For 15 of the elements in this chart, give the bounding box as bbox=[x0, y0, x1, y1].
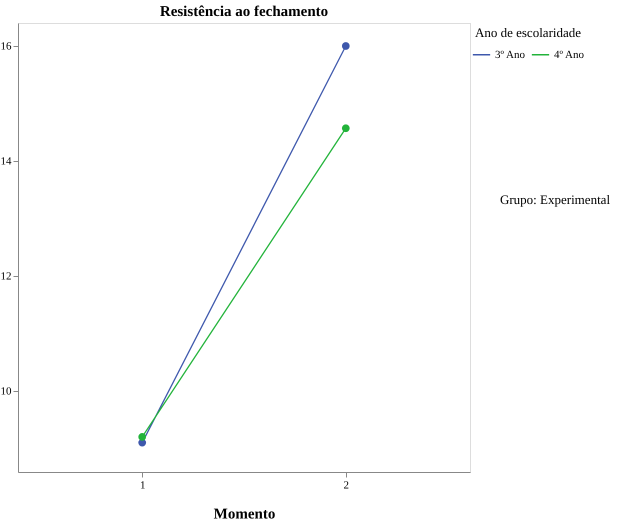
legend-label: 4º Ano bbox=[554, 48, 584, 61]
x-tick-label: 2 bbox=[344, 480, 350, 492]
y-tick-label: 12 bbox=[0, 270, 12, 282]
y-tick-label: 10 bbox=[0, 385, 12, 398]
point bbox=[342, 124, 350, 132]
point bbox=[138, 433, 146, 441]
text: Grupo: Experimental bbox=[500, 192, 610, 207]
point bbox=[342, 42, 350, 50]
x-axis-title: Momento bbox=[214, 506, 276, 522]
chart-title: Resistência ao fechamento bbox=[160, 4, 328, 20]
legend-title: Ano de escolaridade bbox=[474, 25, 582, 40]
legend-label: 3º Ano bbox=[495, 48, 526, 61]
y-tick-label: 16 bbox=[0, 40, 12, 52]
x-tick-label: 1 bbox=[140, 480, 146, 492]
y-tick-label: 14 bbox=[0, 155, 12, 168]
